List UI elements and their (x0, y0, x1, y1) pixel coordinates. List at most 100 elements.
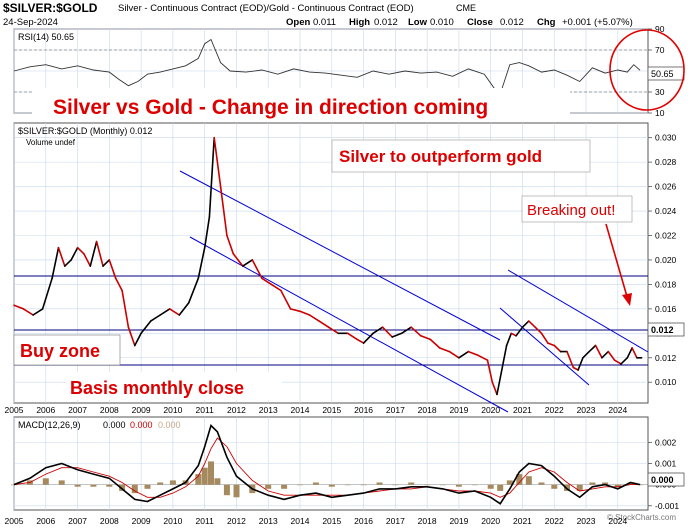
macd-hist-bar (119, 484, 126, 491)
price-segment (242, 259, 254, 267)
price-segment (289, 308, 301, 313)
y-tick-label: 0.028 (655, 157, 677, 167)
macd-hist-bar (281, 484, 288, 489)
price-segment (500, 344, 508, 371)
x-tick-label: 2014 (291, 405, 310, 415)
macd-hist-bar (408, 482, 415, 485)
macd-hist-bar (440, 484, 446, 486)
price-segment (13, 304, 25, 310)
description: Silver - Continuous Contract (EOD)/Gold … (118, 3, 414, 14)
rsi-highlight-circle (609, 29, 685, 111)
x-tick-label: 2024 (608, 516, 627, 526)
price-segment (57, 246, 66, 267)
x-tick-label: 2017 (386, 516, 405, 526)
price-panel: 0.0100.0120.0140.0160.0180.0200.0220.024… (13, 88, 685, 522)
price-segment (102, 259, 111, 267)
price-segment (64, 259, 72, 267)
open-value: 0.011 (313, 17, 336, 28)
x-tick-label: 2009 (132, 405, 151, 415)
price-legend: $SILVER:$GOLD (Monthly) 0.012 (18, 126, 152, 136)
price-segment (270, 283, 282, 292)
macd-hist-bar (90, 484, 97, 487)
x-tick-label: 2016 (354, 516, 373, 526)
header-date: 24-Sep-2024 (3, 17, 58, 28)
rsi-line (13, 38, 641, 95)
macd-hist-bar (328, 484, 335, 487)
chg-label: Chg (537, 17, 556, 28)
price-last-tag (647, 322, 685, 337)
outperform-box (331, 139, 591, 173)
price-segment (232, 253, 244, 267)
price-segment (515, 326, 524, 337)
exchange: CME (456, 3, 476, 13)
macd-hist-bar (195, 474, 202, 485)
price-segment (372, 326, 384, 335)
macd-hist-bar (497, 484, 504, 491)
x-tick-label: 2016 (354, 405, 373, 415)
x-tick-label: 2008 (100, 516, 119, 526)
breaking-out-box (521, 195, 633, 223)
high-label: High (349, 17, 370, 28)
price-segment (213, 136, 222, 188)
price-segment (400, 326, 413, 335)
macd-hist-bar (106, 484, 113, 487)
price-series (13, 136, 643, 396)
price-last-value: 0.012 (651, 325, 674, 335)
price-segment (299, 310, 311, 316)
x-tick-label: 2018 (418, 405, 437, 415)
x-tick-label: 2023 (577, 405, 596, 415)
price-segment (438, 347, 451, 353)
macd-line (13, 423, 641, 505)
macd-hist-bar (614, 484, 621, 487)
price-segment (566, 350, 575, 369)
price-segment (613, 359, 622, 365)
macd-hist-bar (589, 482, 596, 485)
x-tick-label: 2005 (5, 405, 24, 415)
price-segment (178, 301, 190, 316)
macd-legend-macd: 0.000 (103, 420, 126, 430)
macd-hist-bar (265, 484, 272, 489)
x-tick-label: 2013 (259, 516, 278, 526)
price-segment (381, 326, 394, 338)
macd-hist-bar (131, 484, 138, 494)
macd-hist-bar (376, 482, 383, 485)
price-segment (134, 332, 142, 347)
price-segment (76, 246, 85, 255)
buy-zone-box (13, 334, 121, 366)
y-tick-label: 30 (655, 87, 665, 97)
price-segment (572, 366, 579, 371)
price-segment (318, 320, 330, 329)
y-tick-label: 90 (655, 24, 665, 34)
x-tick-label: 2024 (608, 405, 627, 415)
x-tick-label: 2008 (100, 405, 119, 415)
macd-hist-bar (424, 484, 431, 486)
macd-hist-bar (602, 482, 609, 485)
x-tick-label: 2020 (481, 405, 500, 415)
macd-hist-bar (392, 484, 399, 486)
macd-hist-bar (223, 484, 230, 496)
price-segment (540, 332, 549, 344)
price-segment (496, 369, 503, 396)
channel-upper-line (179, 170, 501, 341)
price-segment (203, 216, 211, 249)
title-box (32, 88, 570, 122)
macd-legend-hist: 0.000 (158, 420, 181, 430)
macd-legend-name: MACD(12,26,9) (18, 420, 81, 430)
chg-value: +0.001 (+5.07%) (562, 17, 633, 28)
macd-hist-bar (455, 484, 462, 487)
symbol: $SILVER:$GOLD (3, 1, 98, 15)
price-segment (588, 344, 597, 353)
macd-hist-bar (157, 482, 164, 485)
macd-hist-bar (11, 484, 17, 486)
watermark: © StockCharts.com (607, 513, 676, 522)
breaking-out-note: Breaking out! (527, 202, 615, 219)
macd-hist-bar (297, 484, 303, 486)
macd-hist-bar (214, 478, 221, 485)
macd-hist-bar (471, 484, 478, 486)
price-segment (22, 308, 34, 316)
price-segment (83, 253, 92, 267)
rsi-legend: RSI(14) 50.65 (18, 32, 74, 42)
price-segment (419, 334, 432, 341)
price-segment (121, 289, 130, 329)
price-segment (197, 246, 206, 280)
